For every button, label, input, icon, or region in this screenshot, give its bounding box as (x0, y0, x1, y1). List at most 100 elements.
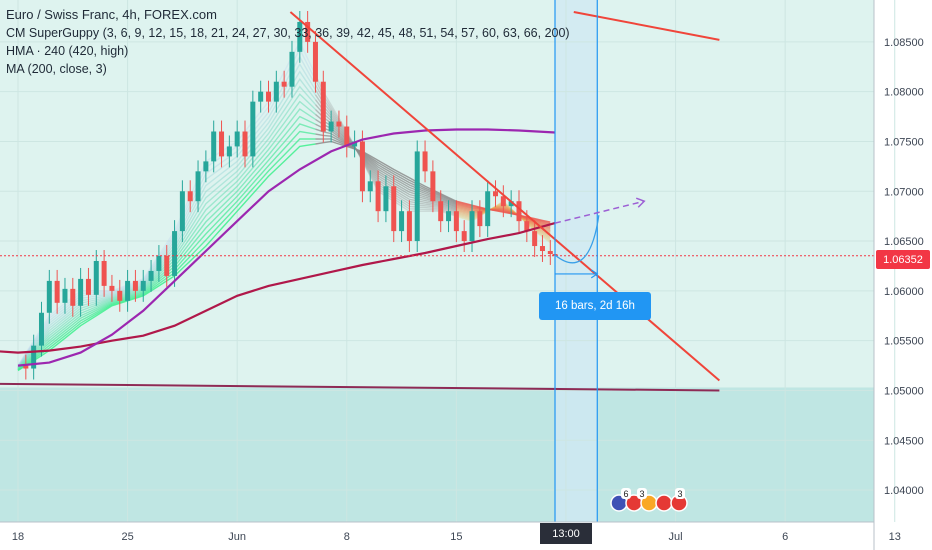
time-tick-4: 15 (450, 531, 462, 543)
price-tick-7: 1.05000 (884, 385, 924, 397)
projection-curve (554, 215, 600, 264)
support-line (0, 382, 720, 392)
candle-body-10 (93, 260, 99, 295)
candle-body-38 (312, 41, 318, 82)
candle-body-39 (320, 81, 326, 132)
candle-body-49 (399, 211, 405, 232)
price-tick-9: 1.04000 (884, 485, 924, 497)
candle-body-68 (547, 251, 553, 255)
event-count-1: 3 (639, 489, 644, 499)
candle-body-36 (297, 21, 303, 52)
price-tick-3: 1.07000 (884, 186, 924, 198)
candle-body-31 (258, 91, 264, 102)
candle-body-22 (187, 191, 193, 202)
candle-body-66 (532, 231, 538, 247)
indicator-superguppy-label[interactable]: CM SuperGuppy (3, 6, 9, 12, 15, 18, 21, … (6, 26, 570, 40)
indicator-hma-label[interactable]: HMA · 240 (420, high) (6, 44, 129, 58)
indicator-ma-label[interactable]: MA (200, close, 3) (6, 62, 107, 76)
event-count-0: 6 (623, 489, 628, 499)
current-price-badge: 1.06352 (876, 250, 930, 269)
candle-body-13 (117, 290, 123, 301)
forecast-arrow-head (635, 197, 646, 208)
time-tick-3: 8 (344, 531, 350, 543)
price-tick-2: 1.07500 (884, 136, 924, 148)
candle-body-15 (132, 280, 138, 291)
candle-body-67 (539, 246, 545, 252)
support-zone (0, 387, 874, 522)
candle-body-54 (438, 201, 444, 222)
candle-body-45 (367, 181, 373, 192)
candle-body-48 (391, 186, 397, 232)
candle-body-23 (195, 171, 201, 202)
candle-body-32 (265, 91, 271, 102)
price-tick-8: 1.04500 (884, 435, 924, 447)
hma-240-line (17, 128, 556, 367)
price-axis-bg (874, 0, 932, 550)
indicator-lines (0, 128, 556, 367)
candle-body-9 (85, 278, 91, 295)
candle-body-52 (422, 151, 428, 172)
candle-body-40 (328, 121, 334, 132)
candle-body-58 (469, 211, 475, 242)
candle-body-30 (250, 101, 256, 157)
time-tick-8: 13 (889, 531, 901, 543)
price-tick-1: 1.08000 (884, 87, 924, 99)
candle-body-43 (352, 141, 358, 147)
candle-body-14 (125, 280, 131, 301)
candle-body-61 (493, 191, 499, 197)
candle-body-62 (500, 196, 506, 207)
time-tick-0: 18 (12, 531, 24, 543)
candle-body-60 (485, 191, 491, 227)
price-tick-6: 1.05500 (884, 336, 924, 348)
price-tick-0: 1.08500 (884, 37, 924, 49)
time-axis-bg (0, 522, 874, 550)
candle-body-7 (70, 288, 76, 306)
candle-body-55 (446, 211, 452, 222)
candle-body-56 (453, 211, 459, 232)
time-tick-6: Jul (669, 531, 683, 543)
time-tick-2: Jun (228, 531, 246, 543)
measure-tooltip: 16 bars, 2d 16h (539, 292, 651, 320)
candle-body-47 (383, 186, 389, 212)
candle-body-33 (273, 81, 279, 102)
guppy-band-0-0 (17, 40, 317, 366)
candle-body-28 (234, 131, 240, 147)
event-count-2: 3 (677, 489, 682, 499)
candle-body-2 (31, 345, 37, 369)
candle-body-8 (78, 278, 84, 306)
trendline-1 (573, 11, 720, 41)
candle-body-21 (179, 191, 185, 232)
candle-body-24 (203, 161, 209, 172)
symbol-title[interactable]: Euro / Swiss Franc, 4h, FOREX.com (6, 7, 217, 22)
candle-body-25 (211, 131, 217, 162)
candle-body-46 (375, 181, 381, 212)
event-count-bg-2 (675, 488, 685, 499)
chart-legend: Euro / Swiss Franc, 4h, FOREX.com CM Sup… (6, 6, 570, 78)
candle-body-59 (477, 211, 483, 227)
candle-body-50 (406, 211, 412, 242)
candle-body-3 (38, 312, 44, 346)
candle-body-57 (461, 231, 467, 242)
event-count-bg-1 (637, 488, 647, 499)
candle-body-26 (219, 131, 225, 157)
candle-body-27 (226, 146, 232, 157)
time-tick-1: 25 (121, 531, 133, 543)
candle-body-51 (414, 151, 420, 242)
time-tick-7: 6 (782, 531, 788, 543)
candle-body-42 (344, 126, 350, 147)
candles (23, 10, 558, 380)
candle-body-5 (54, 280, 60, 303)
ma-200-line (0, 222, 556, 354)
event-count-bg-0 (621, 488, 631, 499)
candle-body-18 (156, 256, 162, 271)
forecast-arrow (554, 200, 645, 224)
measure-arrow-head (590, 269, 599, 279)
candle-body-37 (305, 21, 311, 42)
candle-body-20 (172, 231, 178, 276)
candle-body-41 (336, 121, 342, 127)
candle-body-16 (140, 280, 146, 291)
candle-body-63 (508, 201, 514, 207)
